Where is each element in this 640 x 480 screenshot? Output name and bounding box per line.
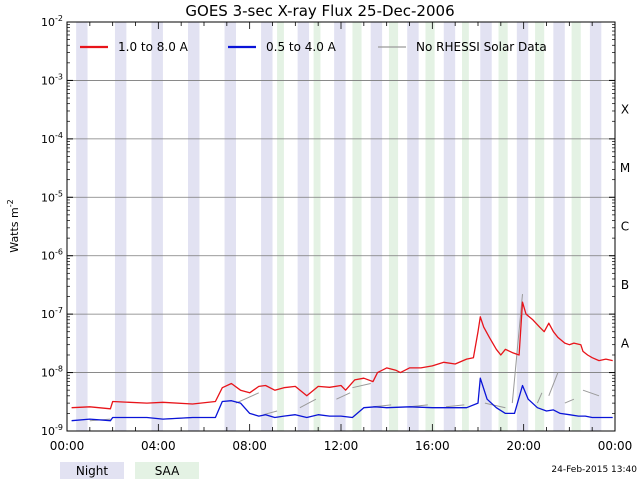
saa-band [571,22,581,431]
series-line-no-rhessi-solar-data [484,402,506,409]
series-line-no-rhessi-solar-data [336,392,351,400]
saa-band [352,22,362,431]
y-tick-label-exp: -9 [55,423,63,432]
y-axis-ticks: 10-910-810-710-610-510-410-310-2 [41,14,615,438]
night-saa-bands [76,22,602,431]
x-tick-label: 04:00 [141,439,176,453]
x-tick-label: 08:00 [232,439,267,453]
y-tick-label: 10-2 [41,14,63,29]
series-line-0-5-to-4-0-a [71,377,613,422]
y-tick-label: 10-8 [41,365,63,380]
saa-band [313,22,321,431]
saa-band [277,22,284,431]
y-tick-label-exp: -8 [55,365,63,374]
y-tick-label-base: 10 [41,250,55,263]
night-band [297,22,310,431]
flare-class-c: C [621,220,629,234]
night-band [516,22,529,431]
y-axis-label: Watts m-2 [6,199,21,252]
y-tick-label-exp: -2 [55,14,63,23]
night-band [151,22,163,431]
y-tick-label-base: 10 [41,16,55,29]
chart-title: GOES 3-sec X-ray Flux 25-Dec-2006 [185,2,454,20]
saa-band [462,22,469,431]
series-line-no-rhessi-solar-data [511,294,523,404]
legend: 1.0 to 8.0 A 0.5 to 4.0 A No RHESSI Solar … [80,40,547,54]
saa-band [425,22,435,431]
series-line-1-0-to-8-0-a [71,301,613,410]
series-line-no-rhessi-solar-data [564,398,575,404]
y-tick-label-exp: -6 [55,248,63,257]
night-band [188,22,200,431]
y-tick-label-exp: -7 [55,306,63,315]
series-line-no-rhessi-solar-data [548,372,559,396]
y-tick-label-exp: -5 [55,189,63,198]
legend-label: No RHESSI Solar Data [416,40,547,54]
series-line-no-rhessi-solar-data [582,389,600,397]
night-band [114,22,127,431]
flare-class-labels: A B C M X [620,103,630,351]
night-band [407,22,419,431]
night-band [334,22,346,431]
band-legend-swatch [60,462,124,479]
x-axis-ticks: 00:00 04:00 08:00 12:00 16:00 20:00 00:00 [50,22,633,453]
night-band [370,22,383,431]
y-axis-label-exp: -2 [6,199,15,207]
saa-band [498,22,508,431]
x-tick-label: 20:00 [506,439,541,453]
timestamp: 24-Feb-2015 13:40 [551,465,637,475]
series-line-no-rhessi-solar-data [352,383,371,389]
y-tick-label-base: 10 [41,74,55,87]
y-tick-label-base: 10 [41,191,55,204]
y-tick-label: 10-4 [41,131,63,146]
y-tick-label-base: 10 [41,425,55,438]
flare-class-x: X [621,103,629,117]
y-tick-label-exp: -3 [55,72,63,81]
series-line-no-rhessi-solar-data [536,392,543,404]
gridlines [67,80,615,373]
night-band [553,22,565,431]
y-tick-label: 10-5 [41,189,63,204]
y-tick-label: 10-7 [41,306,63,321]
band-legend-swatch [135,462,199,479]
y-axis-label-base: Watts m [8,207,21,252]
saa-band [535,22,545,431]
band-legend: Night SAA [60,462,199,479]
flare-class-a: A [621,336,630,350]
band-legend-label: Night [76,464,109,478]
flare-class-m: M [620,161,630,175]
y-tick-label-exp: -4 [55,131,63,140]
band-legend-label: SAA [155,464,180,478]
x-tick-label: 00:00 [50,439,85,453]
y-tick-label-base: 10 [41,367,55,380]
night-band [76,22,88,431]
y-tick-label-base: 10 [41,308,55,321]
night-band [480,22,492,431]
series-line-no-rhessi-solar-data [445,404,465,408]
legend-label: 0.5 to 4.0 A [266,40,337,54]
night-band [589,22,602,431]
y-tick-label: 10-3 [41,72,63,87]
night-band [261,22,273,431]
series-line-no-rhessi-solar-data [235,392,260,404]
night-band [224,22,236,431]
saa-band [388,22,399,431]
legend-label: 1.0 to 8.0 A [118,40,189,54]
series-line-no-rhessi-solar-data [299,398,317,409]
y-tick-label: 10-9 [41,423,63,438]
x-tick-label: 16:00 [415,439,450,453]
flux-series [71,294,613,422]
y-tick-label-base: 10 [41,133,55,146]
x-tick-label: 00:00 [598,439,633,453]
night-band [443,22,456,431]
y-tick-label: 10-6 [41,248,63,263]
flare-class-b: B [621,278,629,292]
x-tick-label: 12:00 [324,439,359,453]
